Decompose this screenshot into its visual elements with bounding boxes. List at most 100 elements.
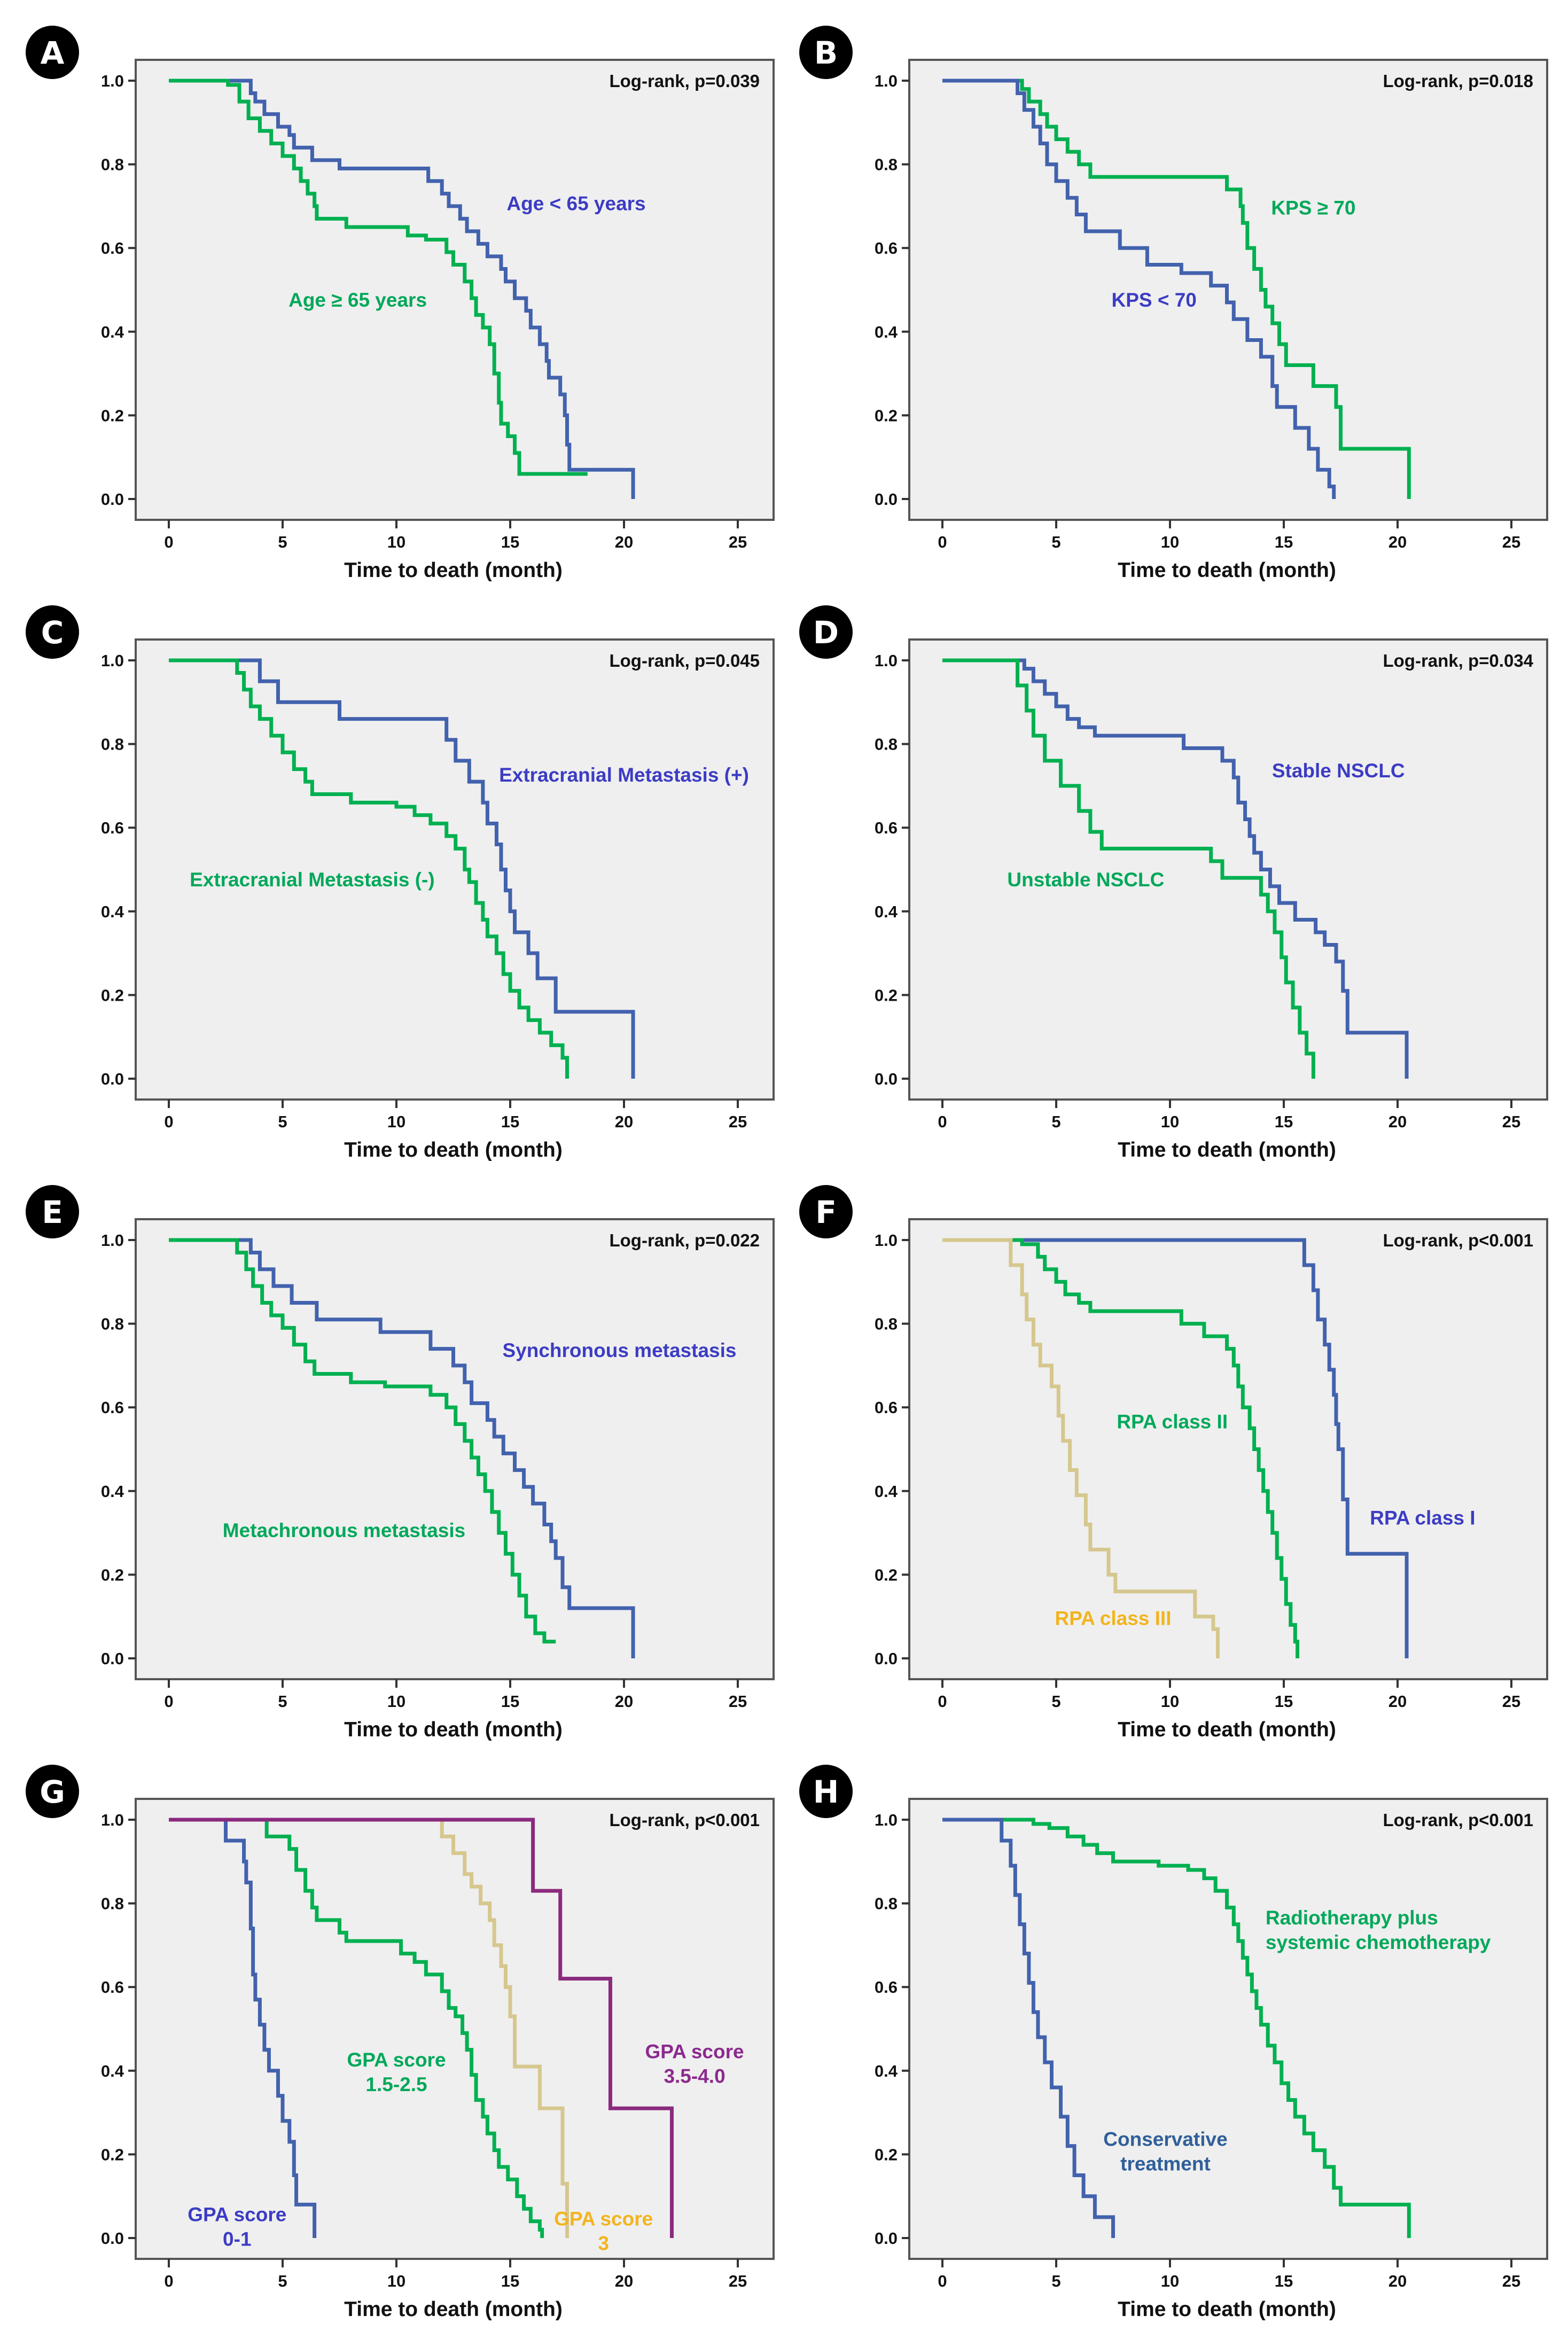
series-label-line: Unstable NSCLC: [1007, 869, 1164, 891]
x-tick-label: 5: [1051, 533, 1060, 551]
series-label-line: 3: [598, 2233, 609, 2255]
x-tick-label: 25: [729, 1112, 747, 1131]
log-rank-annotation: Log-rank, p=0.039: [609, 71, 760, 91]
x-tick-label: 15: [1275, 1692, 1293, 1711]
x-tick-label: 5: [278, 2272, 287, 2290]
series-label: Metachronous metastasis: [223, 1519, 465, 1541]
y-tick-label: 0.2: [875, 406, 898, 425]
series-label: Extracranial Metastasis (+): [499, 764, 749, 786]
series-label-line: Extracranial Metastasis (-): [190, 869, 435, 891]
y-tick-label: 0.4: [101, 1482, 124, 1501]
x-axis-title: Time to death (month): [1118, 1718, 1336, 1741]
x-tick-label: 20: [1388, 533, 1407, 551]
survival-curve-1: [942, 79, 1411, 499]
survival-curve-2: [942, 1818, 1115, 2238]
y-tick-label: 0.2: [875, 986, 898, 1004]
x-axis-title: Time to death (month): [1118, 559, 1336, 582]
series-label-line: GPA score: [645, 2040, 744, 2062]
x-tick-label: 0: [938, 1692, 947, 1711]
y-tick-label: 0.6: [101, 1978, 124, 1997]
panel-badge: [26, 26, 79, 79]
series-label: Radiotherapy plus systemic chemotherapy: [1266, 1907, 1491, 1953]
x-tick-label: 0: [164, 1692, 173, 1711]
x-tick-label: 20: [1388, 1112, 1407, 1131]
plot-area: [135, 638, 775, 1101]
x-tick-label: 25: [1502, 533, 1520, 551]
series-label: KPS < 70: [1111, 289, 1196, 311]
x-tick-label: 25: [729, 533, 747, 551]
x-tick-label: 5: [278, 1112, 287, 1131]
y-tick-label: 0.2: [101, 2145, 124, 2164]
x-tick-label: 0: [164, 533, 173, 551]
y-tick-label: 0.8: [875, 735, 898, 754]
series-label-line: RPA class III: [1055, 1607, 1172, 1629]
x-tick-label: 5: [1051, 2272, 1060, 2290]
plot-area: [908, 1798, 1548, 2260]
x-tick-label: 0: [164, 2272, 173, 2290]
y-tick-label: 0.6: [101, 1398, 124, 1417]
y-tick-label: 0.8: [875, 1895, 898, 1913]
series-label-line: Extracranial Metastasis (+): [499, 764, 749, 786]
x-tick-label: 10: [387, 1112, 405, 1131]
series-label-line: treatment: [1120, 2153, 1211, 2175]
x-tick-label: 25: [1502, 1112, 1520, 1131]
log-rank-annotation: Log-rank, p=0.022: [609, 1230, 760, 1250]
panel-letter: D: [813, 614, 839, 651]
panel-letter: F: [815, 1194, 837, 1230]
log-rank-annotation: Log-rank, p<0.001: [1383, 1230, 1533, 1250]
panel-letter: G: [40, 1774, 65, 1810]
x-tick-label: 20: [1388, 1692, 1407, 1711]
survival-curve-3: [942, 1238, 1220, 1658]
series-label: GPA score 1.5-2.5: [347, 2049, 446, 2095]
y-tick-label: 0.0: [101, 1649, 124, 1668]
x-tick-label: 10: [1161, 2272, 1179, 2290]
y-tick-label: 0.2: [875, 2145, 898, 2164]
y-tick-label: 1.0: [101, 651, 124, 670]
y-tick-label: 0.8: [875, 155, 898, 174]
y-tick-label: 0.4: [101, 2062, 124, 2080]
x-tick-label: 15: [1275, 1112, 1293, 1131]
survival-curve-2: [942, 658, 1315, 1079]
y-tick-label: 0.2: [875, 1565, 898, 1584]
x-tick-label: 20: [1388, 2272, 1407, 2290]
survival-curve-2: [169, 658, 569, 1079]
panel-badge: [26, 1765, 79, 1818]
series-label: KPS ≥ 70: [1271, 197, 1355, 219]
survival-curve-2: [169, 79, 588, 476]
survival-curve-4: [169, 1818, 674, 2238]
panel-badge: [26, 605, 79, 659]
y-tick-label: 1.0: [101, 1811, 124, 1829]
survival-curve-2: [942, 1238, 1300, 1658]
y-tick-label: 0.4: [101, 323, 124, 341]
y-tick-label: 0.8: [101, 1315, 124, 1334]
survival-curve-2: [169, 1238, 556, 1644]
km-panel-e: E 0.0 0.2 0.4 0.6 0.8 1.0 0 5 10 15 20 25 Time to dea…: [26, 1185, 775, 1741]
x-axis-title: Time to death (month): [344, 2298, 563, 2321]
y-tick-label: 0.4: [875, 902, 898, 921]
y-tick-label: 0.0: [875, 1649, 898, 1668]
km-panel-b: B 0.0 0.2 0.4 0.6 0.8 1.0 0 5 10 15 20 25 Time to dea…: [799, 26, 1548, 582]
survival-curve-1: [169, 1818, 317, 2238]
x-tick-label: 25: [1502, 2272, 1520, 2290]
x-tick-label: 25: [729, 1692, 747, 1711]
series-label-line: Radiotherapy plus: [1266, 1907, 1438, 1929]
x-tick-label: 15: [1275, 533, 1293, 551]
y-tick-label: 0.8: [101, 735, 124, 754]
y-tick-label: 1.0: [101, 72, 124, 90]
series-label-line: GPA score: [188, 2204, 286, 2226]
y-tick-label: 0.2: [101, 406, 124, 425]
log-rank-annotation: Log-rank, p<0.001: [609, 1810, 760, 1830]
x-axis-title: Time to death (month): [344, 1718, 563, 1741]
x-tick-label: 25: [1502, 1692, 1520, 1711]
plot-area: [135, 1218, 775, 1680]
y-tick-label: 1.0: [875, 1811, 898, 1829]
series-label-line: Metachronous metastasis: [223, 1519, 465, 1541]
series-label-line: RPA class II: [1117, 1410, 1228, 1432]
x-axis-title: Time to death (month): [344, 1139, 563, 1161]
survival-curve-1: [942, 658, 1409, 1079]
x-tick-label: 10: [387, 533, 405, 551]
panel-badge: [799, 1765, 853, 1818]
survival-curve-3: [169, 1818, 569, 2238]
x-tick-label: 5: [278, 1692, 287, 1711]
